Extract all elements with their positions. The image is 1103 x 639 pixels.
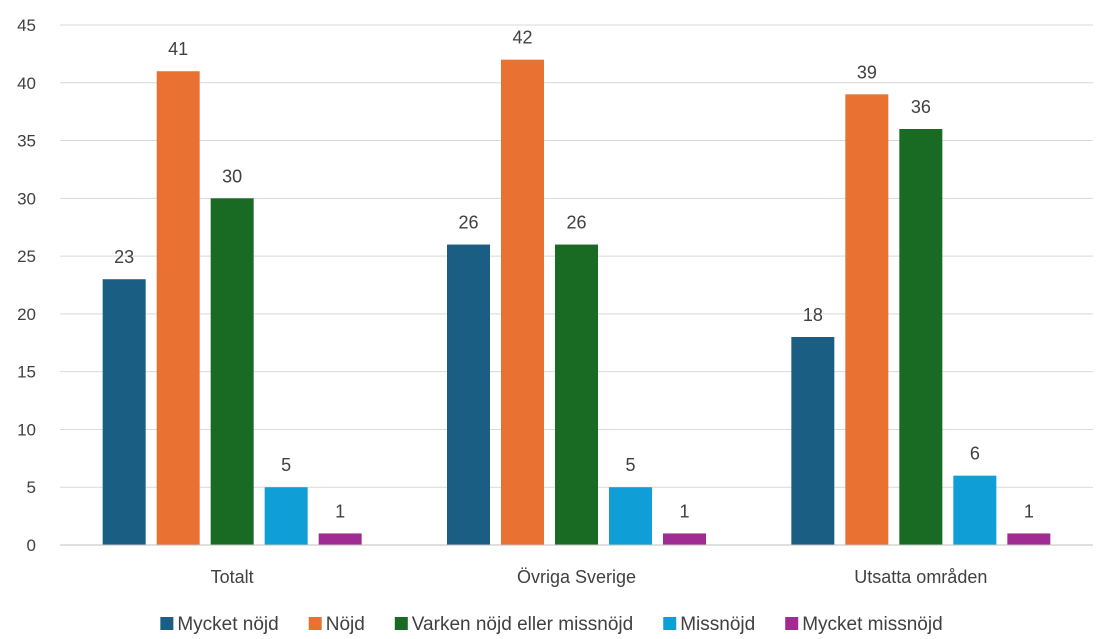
y-tick-label: 15 [17,363,36,382]
category-label: Övriga Sverige [517,567,636,587]
y-tick-label: 10 [17,420,36,439]
bar-n-jd-2 [845,94,889,545]
bar-mycket-n-jd-1 [447,244,490,546]
data-label: 26 [566,213,586,233]
data-label: 6 [970,444,980,464]
bar-mycket-n-jd-0 [102,279,146,545]
data-label: 41 [168,39,188,59]
bar-mycket-missn-jd-0 [318,533,362,545]
legend-label: Varken nöjd eller missnöjd [412,614,633,635]
legend-label: Mycket missnöjd [802,614,942,635]
y-tick-label: 20 [17,305,36,324]
data-label: 5 [281,455,291,475]
legend-swatch [160,617,174,630]
legend-label: Mycket nöjd [177,614,278,635]
legend-swatch [308,617,322,630]
bar-mycket-missn-jd-2 [1007,533,1051,545]
bar-missn-jd-1 [609,487,652,545]
data-label: 36 [911,97,931,117]
legend-swatch [785,617,799,630]
bar-missn-jd-0 [264,487,308,545]
y-tick-label: 35 [17,132,36,151]
bar-missn-jd-2 [953,475,997,545]
bar-varken-n-jd-eller-missn-jd-1 [555,244,598,546]
y-tick-label: 25 [17,247,36,266]
data-label: 39 [857,62,877,82]
data-label: 1 [1024,501,1034,521]
legend: Mycket nöjd Nöjd Varken nöjd eller missnöj… [160,614,943,635]
data-label: 30 [222,166,242,186]
legend-swatch [394,617,408,630]
legend-item: Mycket nöjd [160,614,279,635]
legend-swatch [663,617,677,630]
bars [102,59,1051,546]
legend-item: Missnöjd [663,614,755,635]
legend-label: Nöjd [326,614,365,635]
data-label: 1 [679,501,689,521]
bar-n-jd-1 [501,59,544,546]
bar-n-jd-0 [156,71,200,545]
y-tick-label: 0 [27,536,36,555]
legend-label: Missnöjd [680,614,755,635]
data-label: 5 [625,455,635,475]
data-label: 18 [803,305,823,325]
y-tick-label: 5 [27,478,36,497]
bar-varken-n-jd-eller-missn-jd-2 [899,129,943,545]
category-label: Utsatta områden [854,567,987,587]
data-label: 23 [114,247,134,267]
bar-varken-n-jd-eller-missn-jd-0 [210,198,254,546]
x-axis-categories: Totalt Övriga Sverige Utsatta områden [211,567,988,587]
data-label: 42 [512,28,532,48]
legend-item: Nöjd [308,614,365,635]
data-labels: 23 41 30 5 1 26 42 26 5 1 18 39 36 6 1 [114,28,1034,522]
data-label: 26 [458,213,478,233]
y-tick-label: 30 [17,189,36,208]
y-axis-ticks: 0 5 10 15 20 25 30 35 40 45 [17,16,36,555]
legend-item: Mycket missnöjd [785,614,943,635]
category-label: Totalt [211,567,254,587]
bar-mycket-missn-jd-1 [663,533,706,545]
y-tick-label: 45 [17,16,36,35]
bar-mycket-n-jd-2 [791,337,835,545]
y-tick-label: 40 [17,74,36,93]
legend-item: Varken nöjd eller missnöjd [394,614,633,635]
data-label: 1 [335,501,345,521]
